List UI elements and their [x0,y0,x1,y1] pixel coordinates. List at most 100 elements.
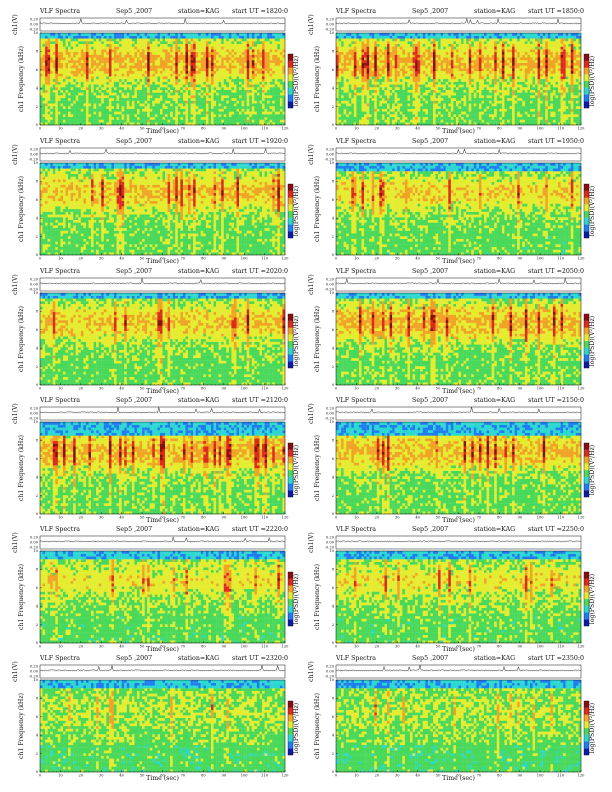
y-tick-label: 4 [332,475,335,479]
x-tick-label: 50 [140,516,145,520]
header-station: station=KAG [178,397,219,404]
x-tick-label: 20 [375,387,380,391]
x-tick-label: 120 [578,127,586,131]
y-tick-label: 4 [36,216,39,220]
colorbar-frame [287,183,294,239]
y-tick-label: 6 [332,68,335,72]
colorbar-segment [288,224,293,232]
x-tick-label: 70 [477,774,482,778]
waveform-axis-label: ch1(V) [308,144,315,165]
header-title: VLF Spectra [40,8,80,15]
header-title: VLF Spectra [40,268,80,275]
x-tick-label: 120 [282,645,290,649]
x-tick-label: 70 [181,387,186,391]
colorbar-segment [288,734,293,742]
colorbar-label: log(PSD)(V²/Hz) [589,56,596,106]
y-axis-label: ch1 Frequency (kHz) [314,564,321,630]
colorbar-segment [584,327,589,335]
colorbar-segment [288,483,293,491]
x-tick-label: 10 [58,645,63,649]
colorbar-segment [288,211,293,218]
x-tick-label: 60 [456,257,461,261]
header-date: Sep5 ,2007 [116,397,152,404]
y-tick-label: 6 [332,457,335,461]
waveform-tick-label: -0.20 [325,28,335,32]
colorbar-segment [288,217,293,225]
y-tick-label: 10 [329,549,334,553]
y-tick-label: 4 [332,346,335,350]
x-tick-label: 50 [436,645,441,649]
heatmap-cells [40,293,286,386]
y-tick-label: 6 [332,715,335,719]
colorbar-segment [288,347,293,355]
colorbar-segment [288,619,293,627]
x-tick-label: 80 [497,127,502,131]
header-title: VLF Spectra [336,8,376,15]
y-axis-label: ch1 Frequency (kHz) [18,435,25,501]
spectrogram-panel: VLF Spectra Sep5 ,2007 station=KAG start UT… [8,138,300,265]
heatmap-cells [336,33,582,126]
colorbar-segment [288,470,293,477]
x-tick-label: 90 [221,516,226,520]
x-tick-label: 0 [335,387,338,391]
x-tick-label: 70 [477,127,482,131]
y-axis-label: ch1 Frequency (kHz) [314,46,321,112]
colorbar-label: log(PSD)(V²/Hz) [589,316,596,366]
header-date: Sep5 ,2007 [116,268,152,275]
x-tick-label: 50 [436,257,441,261]
x-tick-label: 30 [395,516,400,520]
waveform-axis-label: ch1(V) [308,403,315,424]
y-tick-label: 10 [329,678,334,682]
x-tick-label: 40 [119,387,124,391]
x-tick-label: 80 [201,257,206,261]
colorbar-segment [288,354,293,362]
header-station: station=KAG [474,526,515,533]
waveform-tick-label: 0.00 [30,670,39,674]
colorbar-segment [288,599,293,606]
x-tick-label: 90 [221,774,226,778]
x-tick-label: 100 [537,387,545,391]
spectrogram-panel: VLF Spectra Sep5 ,2007 station=KAG start UT… [8,655,300,782]
colorbar-segment [584,578,589,586]
waveform-trace [335,406,581,414]
waveform-trace [335,148,581,155]
header-start-ut: start UT =2350:0 [528,655,584,662]
x-tick-label: 40 [415,257,420,261]
x-tick-label: 100 [241,127,249,131]
colorbar-segment [584,605,589,613]
x-tick-label: 50 [140,774,145,778]
x-tick-label: 110 [557,516,565,520]
y-tick-label: 6 [36,586,39,590]
waveform-tick-label: 0.00 [30,153,39,157]
x-tick-label: 30 [99,387,104,391]
header-station: station=KAG [474,655,515,662]
y-tick-label: 6 [332,586,335,590]
colorbar-segment [584,741,589,749]
y-tick-label: 0 [36,123,39,127]
colorbar-segment [288,327,293,335]
header-date: Sep5 ,2007 [412,138,448,145]
x-tick-label: 30 [395,774,400,778]
y-tick-label: 10 [33,161,38,165]
x-tick-label: 40 [119,257,124,261]
waveform-tick-label: 0.20 [30,278,39,282]
y-tick-label: 8 [36,50,39,54]
x-tick-label: 30 [99,645,104,649]
y-tick-label: 10 [329,161,334,165]
colorbar-segment [584,224,589,232]
header-title: VLF Spectra [336,268,376,275]
colorbar-segment [288,612,293,620]
header-date: Sep5 ,2007 [116,138,152,145]
header-title: VLF Spectra [336,655,376,662]
y-tick-label: 2 [332,494,334,498]
x-tick-label: 90 [517,387,522,391]
y-tick-label: 2 [332,235,334,239]
waveform-tick-label: 0.00 [326,283,335,287]
colorbar-segment [584,714,589,722]
x-tick-label: 80 [497,774,502,778]
waveform-tick-label: -0.20 [29,288,39,292]
x-tick-label: 70 [181,127,186,131]
colorbar-segment [288,197,293,205]
y-tick-label: 0 [332,770,335,774]
